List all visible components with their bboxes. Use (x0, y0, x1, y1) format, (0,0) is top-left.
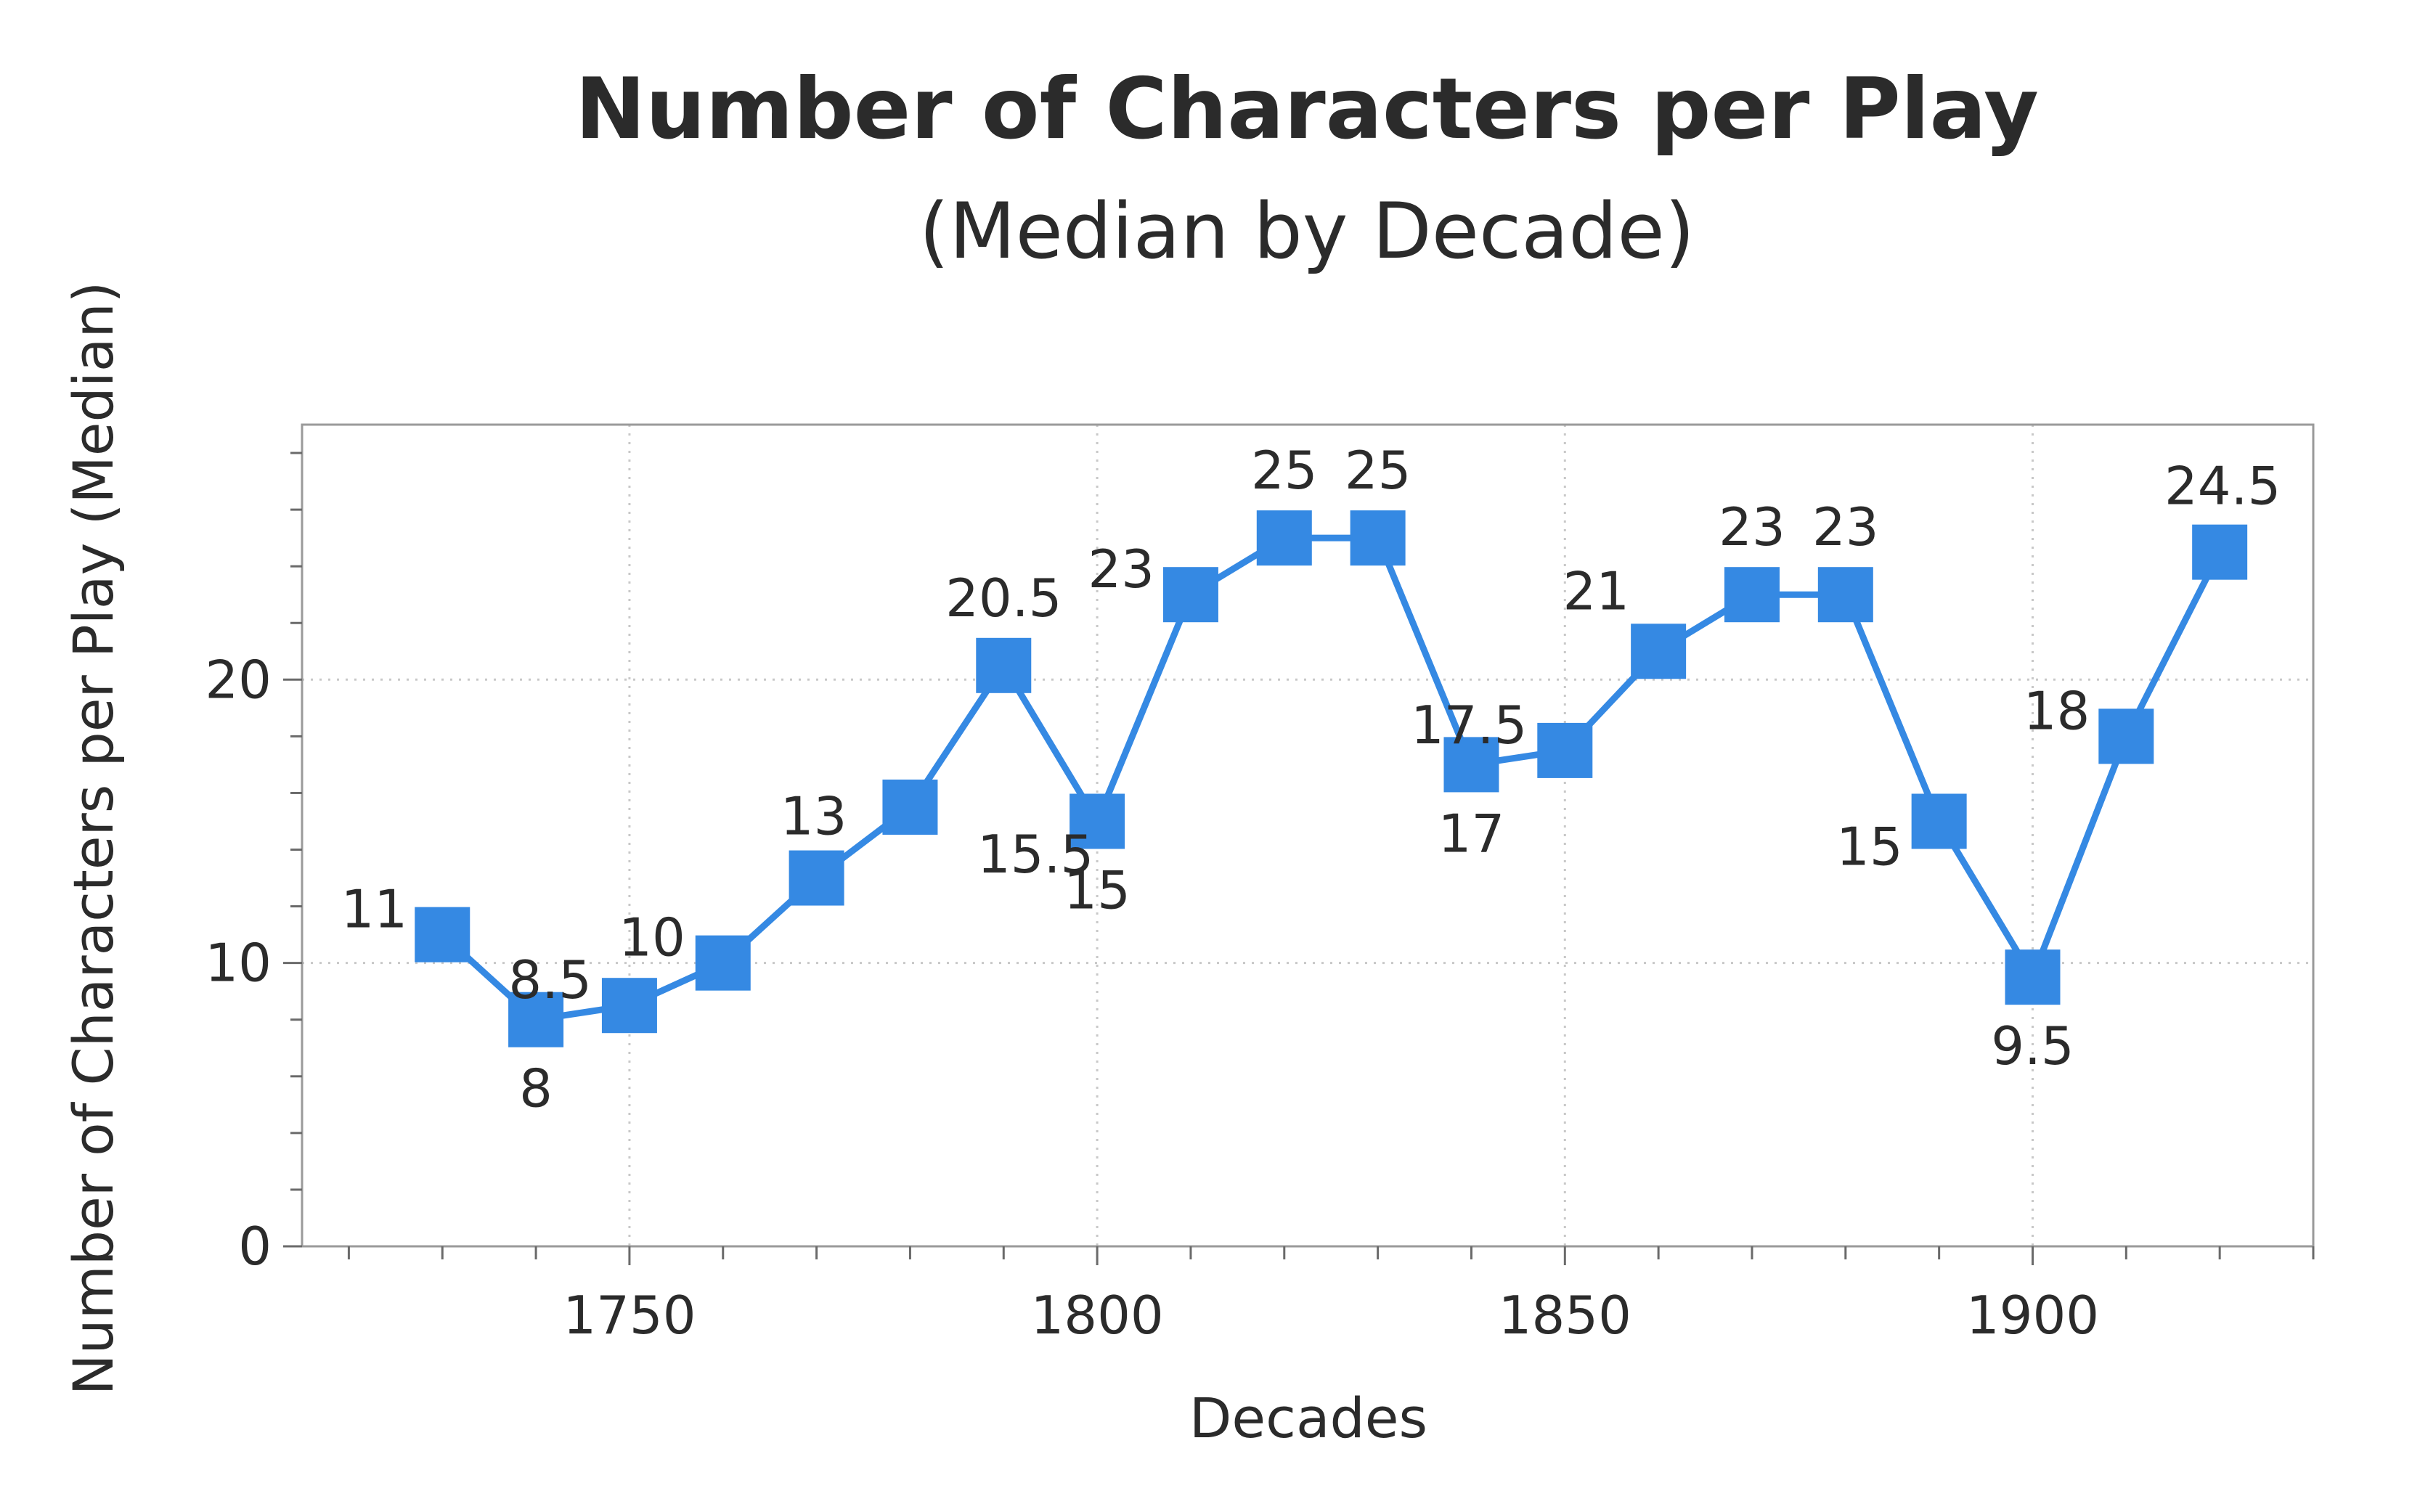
data-label: 20.5 (945, 568, 1062, 629)
data-point-marker (1070, 793, 1125, 849)
data-point-marker (789, 850, 844, 906)
data-point-marker (882, 779, 938, 835)
data-point-marker (1817, 567, 1873, 623)
x-tick-label: 1850 (1499, 1285, 1631, 1346)
data-point-marker (695, 935, 751, 991)
axis-ticks (283, 451, 2315, 1265)
data-label: 25 (1251, 440, 1318, 501)
tick-labels: 1750 1800 1850 1900 0 10 20 (205, 649, 2099, 1346)
data-label: 15.5 (977, 824, 1093, 885)
x-tick-label: 1750 (563, 1285, 696, 1346)
plot-frame (301, 423, 2315, 1248)
data-label: 24.5 (2164, 456, 2281, 517)
data-label: 10 (619, 907, 685, 968)
data-point-marker (415, 907, 470, 963)
data-point-marker (1724, 567, 1780, 623)
data-point-marker (1350, 510, 1406, 566)
data-label: 11 (341, 879, 408, 940)
data-point-marker (1911, 793, 1967, 849)
data-point-marker (976, 637, 1032, 693)
data-point-marker (1443, 737, 1499, 793)
data-label: 17.5 (1411, 695, 1527, 756)
y-axis-label: Number of Characters per Play (Median) (61, 282, 126, 1396)
data-point-marker (1631, 624, 1687, 679)
data-point-marker (2192, 524, 2248, 580)
data-label: 13 (781, 786, 847, 847)
x-axis-label: Decades (1189, 1386, 1427, 1450)
y-tick-label: 20 (205, 649, 272, 710)
markers (415, 510, 2248, 1047)
data-label: 25 (1345, 440, 1411, 501)
data-point-marker (508, 992, 564, 1047)
x-tick-label: 1900 (1966, 1285, 2099, 1346)
chart-subtitle: (Median by Decade) (919, 187, 1695, 276)
data-point-marker (2005, 949, 2061, 1005)
data-point-marker (601, 978, 657, 1034)
data-point-marker (1537, 722, 1593, 778)
data-label: 15 (1064, 859, 1130, 920)
y-tick-label: 0 (238, 1216, 272, 1277)
data-label: 23 (1812, 496, 1879, 557)
data-label: 18 (2024, 680, 2090, 741)
data-label: 8 (519, 1058, 553, 1119)
data-point-marker (1256, 510, 1312, 566)
chart-title: Number of Characters per Play (575, 60, 2039, 158)
data-label: 23 (1719, 496, 1785, 557)
data-label: 15 (1836, 816, 1903, 877)
data-label: 8.5 (508, 949, 592, 1010)
data-label: 23 (1088, 539, 1154, 600)
data-label: 17 (1438, 803, 1505, 864)
y-tick-label: 10 (205, 933, 272, 994)
data-labels: 11 8 8.5 10 13 20.5 15 23 25 25 17 17.5 21 23 23 15 9.5 1… (341, 440, 2281, 1119)
data-point-marker (2098, 708, 2154, 764)
data-point-marker (1162, 567, 1218, 623)
data-label: 9.5 (1991, 1016, 2074, 1076)
data-label: 21 (1563, 560, 1630, 621)
x-tick-label: 1800 (1030, 1285, 1163, 1346)
